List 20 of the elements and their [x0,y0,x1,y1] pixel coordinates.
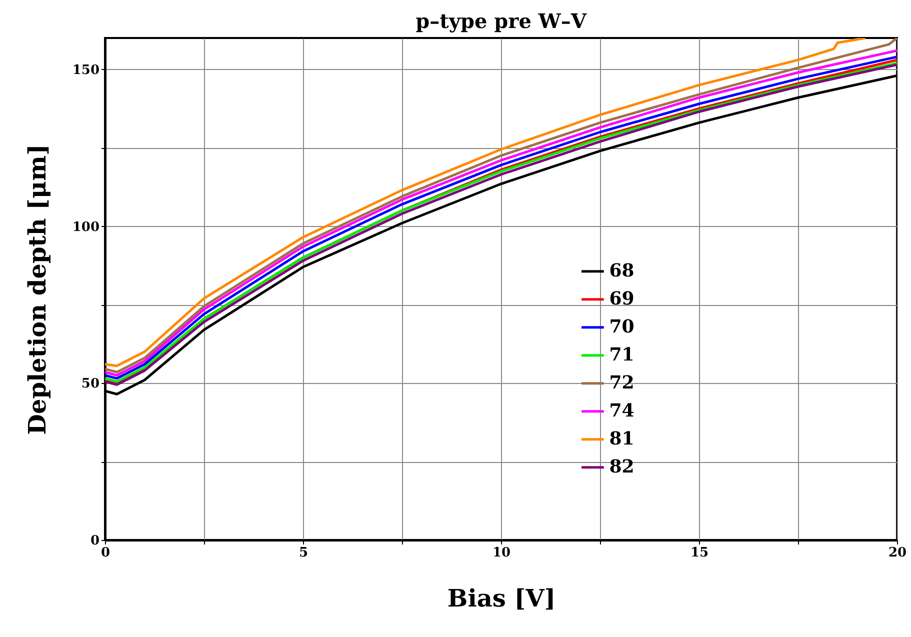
x-tick-label: 15 [690,546,709,560]
legend-label: 82 [609,456,634,478]
x-tick-label: 0 [100,546,110,560]
x-tick-label: 5 [298,546,308,560]
y-tick-label: 50 [81,376,100,392]
legend-label: 81 [609,428,634,450]
y-tick-label: 0 [90,534,100,548]
legend-label: 68 [609,260,634,282]
legend-label: 72 [609,372,634,394]
y-tick-label: 100 [72,220,100,235]
y-axis-title: Depletion depth [μm] [22,144,52,435]
y-tick-label: 150 [72,62,100,78]
x-tick-label: 10 [492,546,511,560]
legend-label: 71 [609,344,634,366]
legend-label: 74 [609,400,634,422]
legend-label: 69 [609,288,634,310]
x-tick-label: 20 [888,546,907,560]
x-axis-title: Bias [V] [447,584,556,612]
legend-label: 70 [609,316,634,338]
chart-title: p–type pre W–V [416,9,587,33]
